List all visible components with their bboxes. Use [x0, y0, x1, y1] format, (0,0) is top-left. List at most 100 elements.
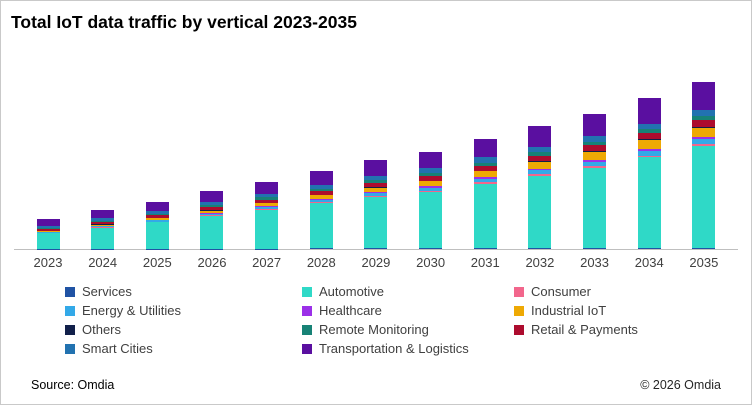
segment-healthcare-2027	[255, 206, 279, 208]
segment-others-2034	[637, 139, 661, 141]
segment-remote-monitoring-2028	[309, 188, 333, 191]
bar-column-2023	[21, 219, 75, 249]
stacked-bar-2032	[528, 126, 552, 249]
segment-retail-payments-2031	[473, 165, 497, 171]
segment-others-2028	[309, 194, 333, 196]
x-axis-label-2029: 2029	[361, 255, 391, 270]
segment-remote-monitoring-2035	[692, 116, 716, 121]
segment-industrial-iot-2026	[200, 210, 224, 213]
segment-transportation-logistics-2026	[200, 191, 224, 203]
legend-item-consumer: Consumer	[514, 284, 751, 299]
segment-consumer-2028	[309, 202, 333, 204]
segment-smart-cities-2029	[364, 175, 388, 181]
legend-label-consumer: Consumer	[531, 284, 591, 299]
segment-healthcare-2029	[364, 191, 388, 194]
segment-smart-cities-2028	[309, 184, 333, 189]
stacked-bar-2027	[255, 181, 279, 249]
stacked-bar-2035	[692, 82, 716, 249]
legend-label-automotive: Automotive	[319, 284, 385, 299]
segment-services-2029	[364, 248, 388, 249]
segment-transportation-logistics-2035	[692, 82, 716, 111]
bar-column-2033	[568, 113, 622, 249]
x-axis-label-2027: 2027	[252, 255, 282, 270]
legend-swatch-energy-utilities	[65, 305, 75, 316]
segment-transportation-logistics-2032	[528, 126, 552, 147]
segment-retail-payments-2024	[91, 221, 115, 225]
bar-column-2028	[294, 170, 348, 249]
segment-automotive-2030	[419, 192, 443, 249]
legend-swatch-automotive	[302, 286, 312, 297]
stacked-bar-2023	[36, 219, 60, 249]
bars-row	[21, 79, 731, 249]
segment-consumer-2025	[145, 221, 169, 223]
legend-swatch-consumer	[514, 286, 524, 297]
segment-consumer-2026	[200, 215, 224, 217]
bar-column-2027	[240, 181, 294, 249]
segment-automotive-2027	[255, 210, 279, 249]
segment-energy-utilities-2032	[528, 170, 552, 175]
segment-transportation-logistics-2025	[145, 201, 169, 211]
bar-column-2032	[513, 126, 567, 249]
legend-swatch-industrial-iot	[514, 305, 524, 316]
segment-energy-utilities-2023	[36, 231, 60, 233]
segment-retail-payments-2030	[419, 175, 443, 181]
legend-swatch-retail-payments	[514, 324, 524, 335]
legend-swatch-transportation-logistics	[302, 343, 312, 354]
segment-energy-utilities-2034	[637, 150, 661, 156]
segment-healthcare-2035	[692, 137, 716, 140]
segment-retail-payments-2032	[528, 155, 552, 162]
segment-automotive-2033	[583, 167, 607, 249]
segment-automotive-2035	[692, 146, 716, 249]
segment-services-2035	[692, 248, 716, 249]
legend-item-services: Services	[65, 284, 302, 299]
segment-remote-monitoring-2029	[364, 180, 388, 183]
segment-consumer-2034	[637, 155, 661, 158]
segment-remote-monitoring-2025	[145, 213, 169, 216]
segment-transportation-logistics-2030	[419, 151, 443, 169]
segment-services-2032	[528, 248, 552, 249]
stacked-bar-2030	[419, 151, 443, 249]
x-axis-label-2034: 2034	[634, 255, 664, 270]
x-axis-label-2030: 2030	[416, 255, 446, 270]
segment-consumer-2032	[528, 174, 552, 176]
legend-label-retail-payments: Retail & Payments	[531, 322, 638, 337]
bar-column-2034	[622, 98, 676, 249]
segment-consumer-2023	[36, 232, 60, 234]
segment-healthcare-2026	[200, 212, 224, 214]
segment-others-2029	[364, 186, 388, 188]
segment-industrial-iot-2033	[583, 151, 607, 160]
segment-retail-payments-2026	[200, 207, 224, 211]
segment-consumer-2024	[91, 227, 115, 228]
segment-smart-cities-2024	[91, 218, 115, 221]
legend-item-remote-monitoring: Remote Monitoring	[302, 322, 514, 337]
segment-retail-payments-2033	[583, 145, 607, 151]
segment-energy-utilities-2028	[309, 199, 333, 203]
bar-column-2035	[677, 82, 731, 249]
legend-item-automotive: Automotive	[302, 284, 514, 299]
segment-consumer-2029	[364, 195, 388, 198]
segment-retail-payments-2025	[145, 215, 169, 218]
segment-smart-cities-2027	[255, 193, 279, 198]
segment-transportation-logistics-2031	[473, 138, 497, 158]
segment-industrial-iot-2023	[36, 230, 60, 232]
segment-remote-monitoring-2030	[419, 173, 443, 176]
segment-smart-cities-2026	[200, 202, 224, 206]
segment-others-2033	[583, 150, 607, 152]
plot-area: 2023 2024 2025 2026 2027 2028 2029 2030 2031 2032…	[14, 79, 738, 270]
segment-transportation-logistics-2024	[91, 210, 115, 219]
segment-energy-utilities-2031	[473, 178, 497, 183]
x-axis-label-2025: 2025	[142, 255, 172, 270]
segment-energy-utilities-2026	[200, 213, 224, 216]
segment-industrial-iot-2027	[255, 203, 279, 207]
legend-label-remote-monitoring: Remote Monitoring	[319, 322, 429, 337]
legend-label-services: Services	[82, 284, 132, 299]
legend-label-transportation-logistics: Transportation & Logistics	[319, 341, 469, 356]
segment-industrial-iot-2031	[473, 171, 497, 178]
segment-industrial-iot-2029	[364, 187, 388, 192]
legend-item-others: Others	[65, 322, 302, 337]
bar-column-2024	[76, 210, 130, 249]
source-text: Source: Omdia	[31, 378, 115, 392]
legend-item-industrial-iot: Industrial IoT	[514, 303, 751, 318]
stacked-bar-2034	[637, 98, 661, 249]
segment-smart-cities-2033	[583, 135, 607, 142]
